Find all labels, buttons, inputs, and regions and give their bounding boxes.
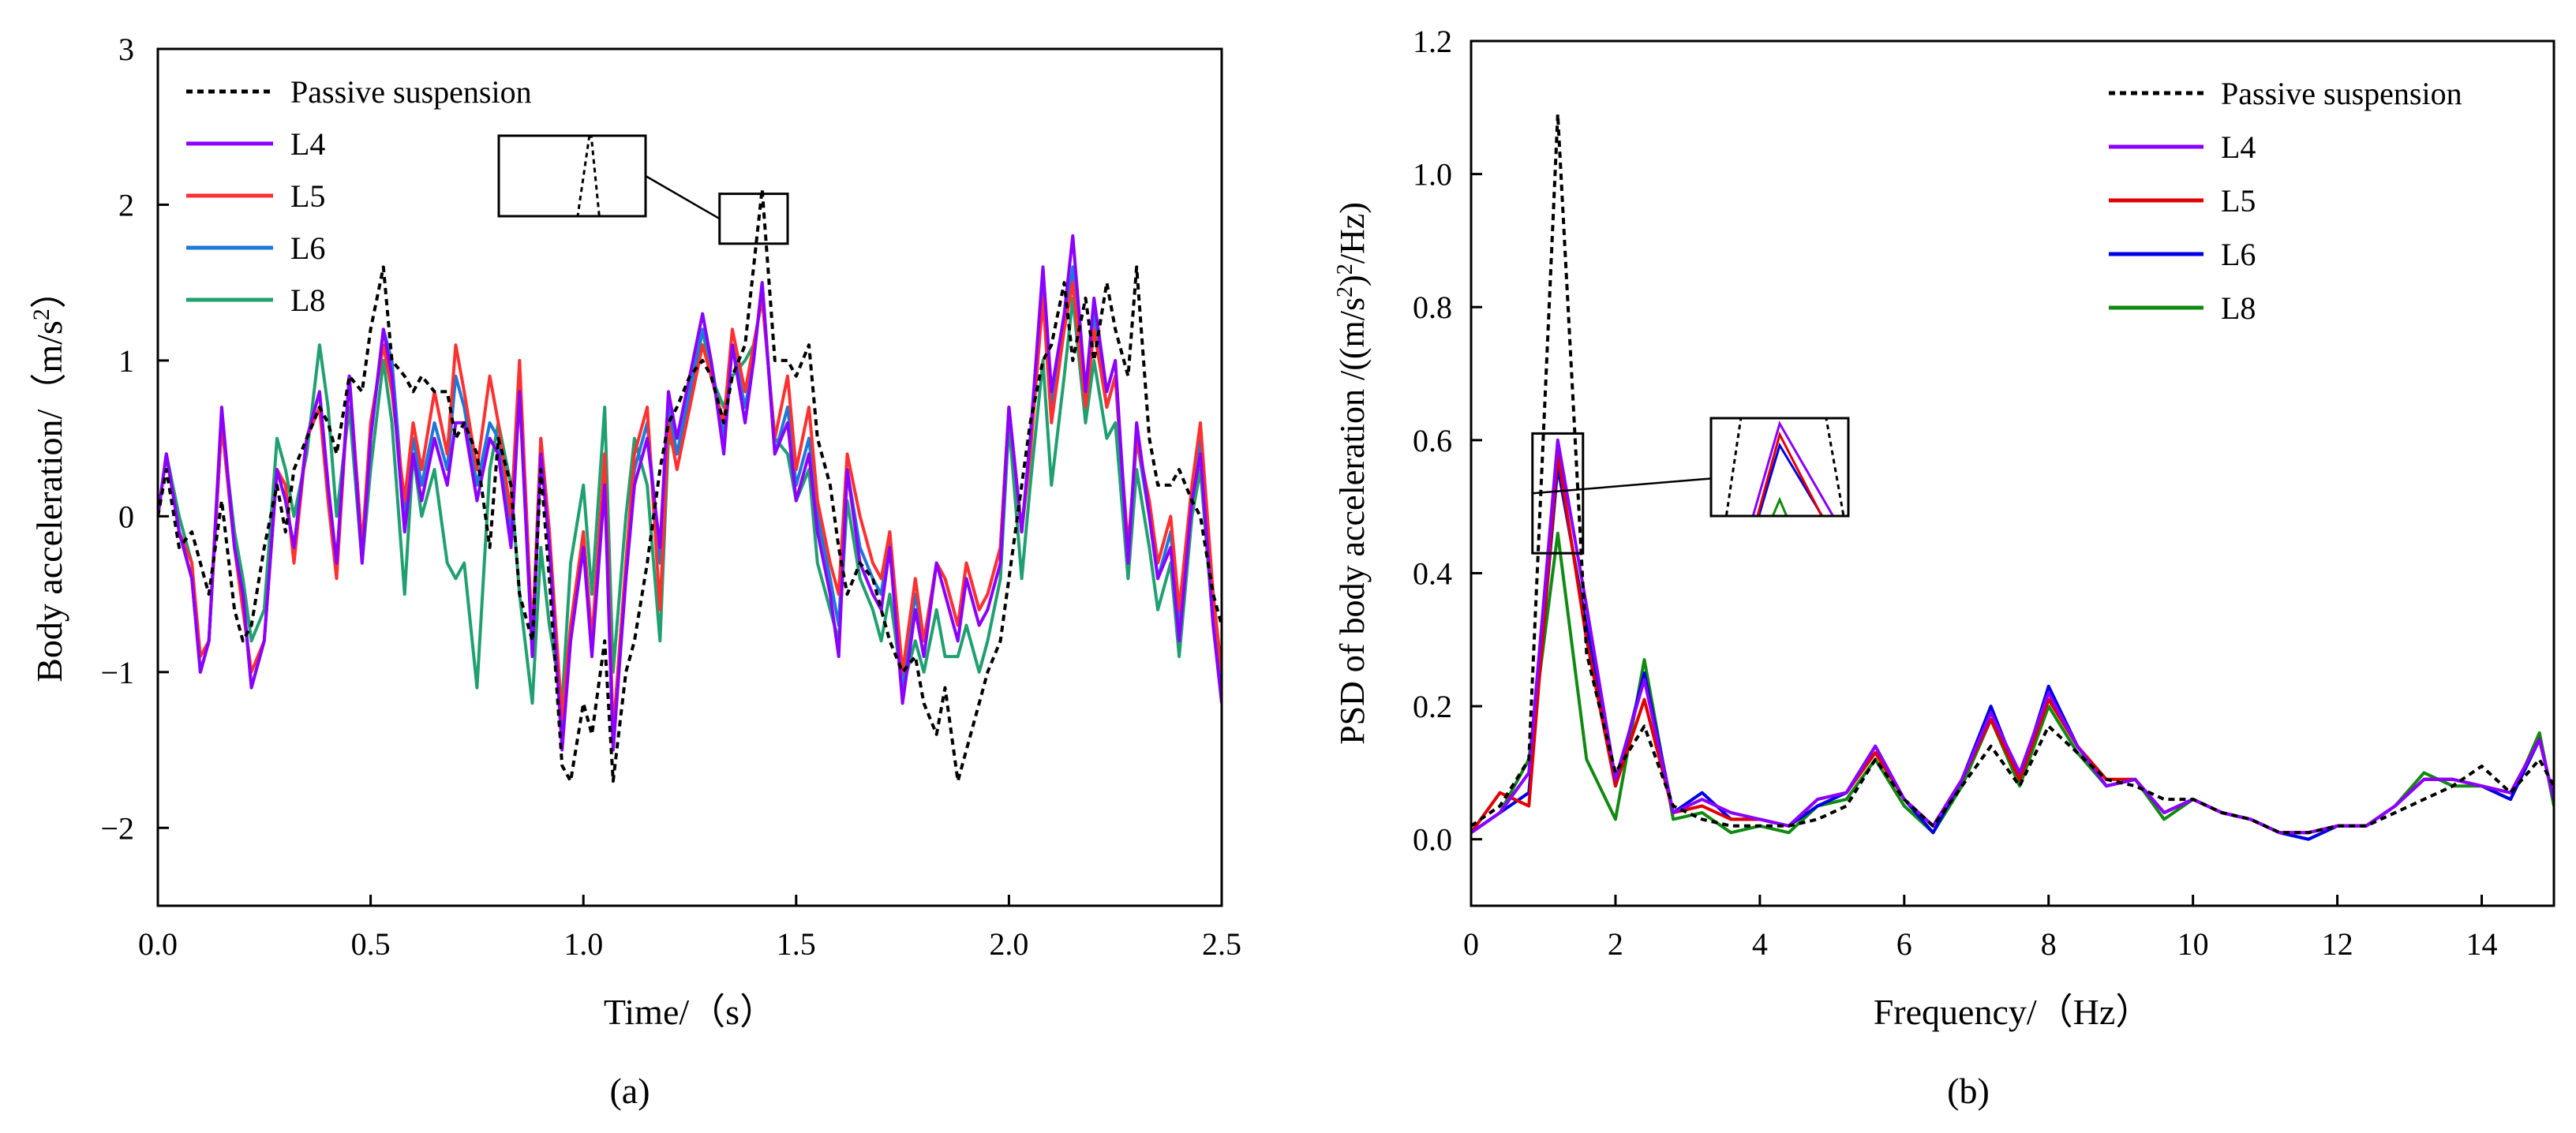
panel-a-inset-bg [499, 136, 646, 216]
panel-a-series-l8 [158, 296, 1222, 705]
panel-a-xtick-label: 1.5 [777, 926, 816, 962]
panel-a-legend: Passive suspension L4 L5 L6 L8 [186, 74, 532, 318]
panel-b-series-passive-suspension [1471, 112, 2554, 835]
panel-b-series-l5 [1471, 451, 2554, 835]
panel-a-xlabel: Time/（s） [604, 992, 776, 1032]
panel-b-ticks: 0 2 4 6 8 10 12 14 0.0 0.2 0.4 0.6 0.8 1.0 1.2 [1413, 24, 2498, 962]
panel-a-ylabel-end: ） [29, 272, 69, 308]
panel-b-series-l6 [1471, 465, 2554, 841]
panel-a-xtick-label: 0.5 [351, 926, 391, 962]
panel-a-ylabel-main: Body acceleration/（m/s [29, 320, 69, 682]
panel-a-legend-label-l4: L4 [290, 126, 325, 162]
panel-b-xlabel: Frequency/（Hz） [1874, 992, 2152, 1032]
panel-a-ytick-label: 3 [118, 32, 134, 67]
panel-b-legend-label-l6: L6 [2221, 237, 2256, 272]
panel-a: 0.0 0.5 1.0 1.5 2.0 2.5 −2 −1 0 1 2 3 Passive suspe… [28, 32, 1242, 1111]
panel-b-series-l4 [1471, 438, 2554, 835]
panel-b-ylabel: PSD of body acceleration /((m/s2)2/Hz) [1333, 202, 1372, 745]
panel-a-series-passive-suspension [158, 187, 1222, 783]
panel-b-inset-series-passive-suspension [1724, 418, 1845, 516]
panel-a-ticks: 0.0 0.5 1.0 1.5 2.0 2.5 −2 −1 0 1 2 3 [100, 32, 1241, 962]
panel-a-ytick-label: −2 [100, 810, 134, 846]
panel-a-series-group [158, 187, 1222, 783]
panel-a-legend-label-l6: L6 [290, 230, 325, 266]
panel-a-zoom-source-box [718, 193, 789, 245]
panel-a-ytick-label: 2 [118, 187, 134, 222]
panel-b-ylabel-sup2: 2 [1333, 264, 1357, 275]
panel-b-zoom-source-box [1531, 432, 1585, 555]
panel-a-ytick-label: −1 [100, 655, 134, 690]
panel-b-frame [1470, 39, 2555, 907]
panel-a-ytick-label: 0 [118, 499, 134, 534]
panel-b-inset-lines [1724, 418, 1845, 516]
panel-b-inset [1531, 417, 1850, 555]
panel-b-caption: (b) [1947, 1071, 1990, 1111]
panel-b-ytick-label: 0.8 [1413, 290, 1452, 325]
panel-b-ytick-label: 0.2 [1413, 689, 1452, 724]
panel-b-xtick-label: 6 [1896, 926, 1912, 962]
panel-b-ylabel-sup1: 2 [1333, 286, 1357, 297]
panel-b-ytick-label: 1.2 [1413, 24, 1452, 59]
panel-b-ytick-label: 0.6 [1413, 423, 1452, 458]
panel-b-inset-series-l4 [1751, 421, 1835, 516]
panel-b-legend-label-l8: L8 [2221, 290, 2256, 326]
panel-a-inset [497, 134, 789, 245]
panel-b-inset-series-l5 [1756, 431, 1823, 516]
panel-a-legend-label-l8: L8 [290, 282, 325, 318]
panel-b-xtick-label: 2 [1608, 926, 1623, 962]
panel-a-ylabel-sup: 2 [28, 308, 54, 320]
panel-a-zoom-connector [645, 174, 721, 220]
panel-b-legend-label-passive-suspension: Passive suspension [2221, 76, 2462, 111]
panel-b-xtick-label: 0 [1463, 926, 1479, 962]
panel-a-ytick-label: 1 [118, 343, 134, 379]
panel-b-xtick-label: 14 [2466, 926, 2498, 962]
panel-b-legend: Passive suspension L4 L5 L6 L8 [2109, 76, 2462, 326]
panel-b-ytick-label: 0.0 [1413, 822, 1452, 858]
panel-b-inset-series-l6 [1758, 442, 1824, 516]
panel-b-ytick-label: 1.0 [1413, 157, 1452, 193]
panel-b-legend-label-l5: L5 [2221, 183, 2256, 219]
panel-b-ylabel-main: PSD of body acceleration /((m/s [1333, 297, 1372, 745]
panel-a-xtick-label: 2.5 [1202, 926, 1241, 962]
panel-b-ytick-label: 0.4 [1413, 555, 1452, 591]
panel-a-frame [156, 47, 1223, 907]
panel-a-legend-label-l5: L5 [290, 178, 325, 214]
panel-b-legend-label-l4: L4 [2221, 129, 2256, 165]
panel-a-legend-label-passive-suspension: Passive suspension [290, 74, 532, 110]
panel-b-xtick-label: 10 [2177, 926, 2209, 962]
panel-b-inset-frame [1709, 417, 1850, 518]
panel-a-inset-frame [497, 134, 647, 218]
panel-b-series-group [1471, 112, 2554, 841]
panel-a-xtick-label: 2.0 [989, 926, 1028, 962]
panel-b: 0 2 4 6 8 10 12 14 0.0 0.2 0.4 0.6 0.8 1.0 1.2 Passive… [1333, 24, 2555, 1111]
panel-b-ylabel-end: /Hz) [1333, 202, 1372, 264]
panel-b-xtick-label: 4 [1752, 926, 1768, 962]
panel-a-xtick-label: 1.0 [564, 926, 603, 962]
panel-b-ylabel-mid: ) [1333, 275, 1372, 286]
panel-a-caption: (a) [609, 1071, 650, 1111]
panel-a-xtick-label: 0.0 [138, 926, 178, 962]
panel-a-series-l5 [158, 281, 1222, 736]
panel-b-xtick-label: 8 [2041, 926, 2057, 962]
panel-b-series-l8 [1471, 531, 2554, 841]
panel-b-xtick-label: 12 [2322, 926, 2353, 962]
panel-a-ylabel: Body acceleration/（m/s2） [28, 272, 70, 682]
